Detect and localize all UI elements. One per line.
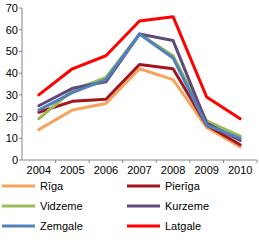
x-tick: [55, 160, 56, 163]
legend-label: Pierīga: [165, 180, 201, 192]
legend-label: Vidzeme: [40, 200, 83, 212]
x-tick: [122, 160, 123, 163]
y-tick-label: 30: [6, 89, 18, 101]
x-tick-label: 2006: [94, 164, 118, 176]
x-tick: [223, 160, 224, 163]
x-tick-label: 2008: [161, 164, 185, 176]
legend-swatch: [2, 205, 35, 208]
x-tick: [189, 160, 190, 163]
x-tick-label: 2007: [127, 164, 151, 176]
x-tick-label: 2009: [194, 164, 218, 176]
series-line: [39, 34, 240, 138]
legend-swatch: [127, 225, 160, 228]
chart-container: 0 10 20 30 40 50 60 70 2004 2005 2006 2007 2008 2009 2…: [0, 0, 259, 244]
y-tick-label: 40: [6, 67, 18, 79]
x-tick: [156, 160, 157, 163]
legend-label: Zemgale: [40, 220, 83, 232]
x-axis: [22, 160, 257, 161]
x-tick-label: 2004: [27, 164, 51, 176]
y-tick-label: 60: [6, 24, 18, 36]
y-axis: [22, 8, 23, 160]
series-line: [39, 64, 240, 144]
legend-label: Rīga: [40, 180, 64, 192]
y-tick-label: 20: [6, 111, 18, 123]
series-line: [39, 34, 240, 140]
y-tick-label: 50: [6, 45, 18, 57]
plot-area: [39, 17, 240, 147]
x-tick-label: 2005: [60, 164, 84, 176]
legend-swatch: [2, 185, 35, 188]
series-line: [39, 17, 240, 119]
y-tick-label: 70: [6, 2, 18, 14]
series-line: [39, 34, 240, 136]
chart: 0 10 20 30 40 50 60 70 2004 2005 2006 2007 2008 2009 2…: [0, 0, 259, 244]
y-tick-label: 10: [6, 132, 18, 144]
legend-swatch: [127, 185, 160, 188]
series-line: [39, 69, 240, 147]
legend-label: Kurzeme: [165, 200, 209, 212]
legend-swatch: [2, 225, 35, 228]
legend-swatch: [127, 205, 160, 208]
x-tick: [89, 160, 90, 163]
y-tick-label: 0: [12, 154, 18, 166]
x-tick-label: 2010: [228, 164, 252, 176]
x-tick: [257, 160, 258, 163]
legend-label: Latgale: [165, 220, 201, 232]
